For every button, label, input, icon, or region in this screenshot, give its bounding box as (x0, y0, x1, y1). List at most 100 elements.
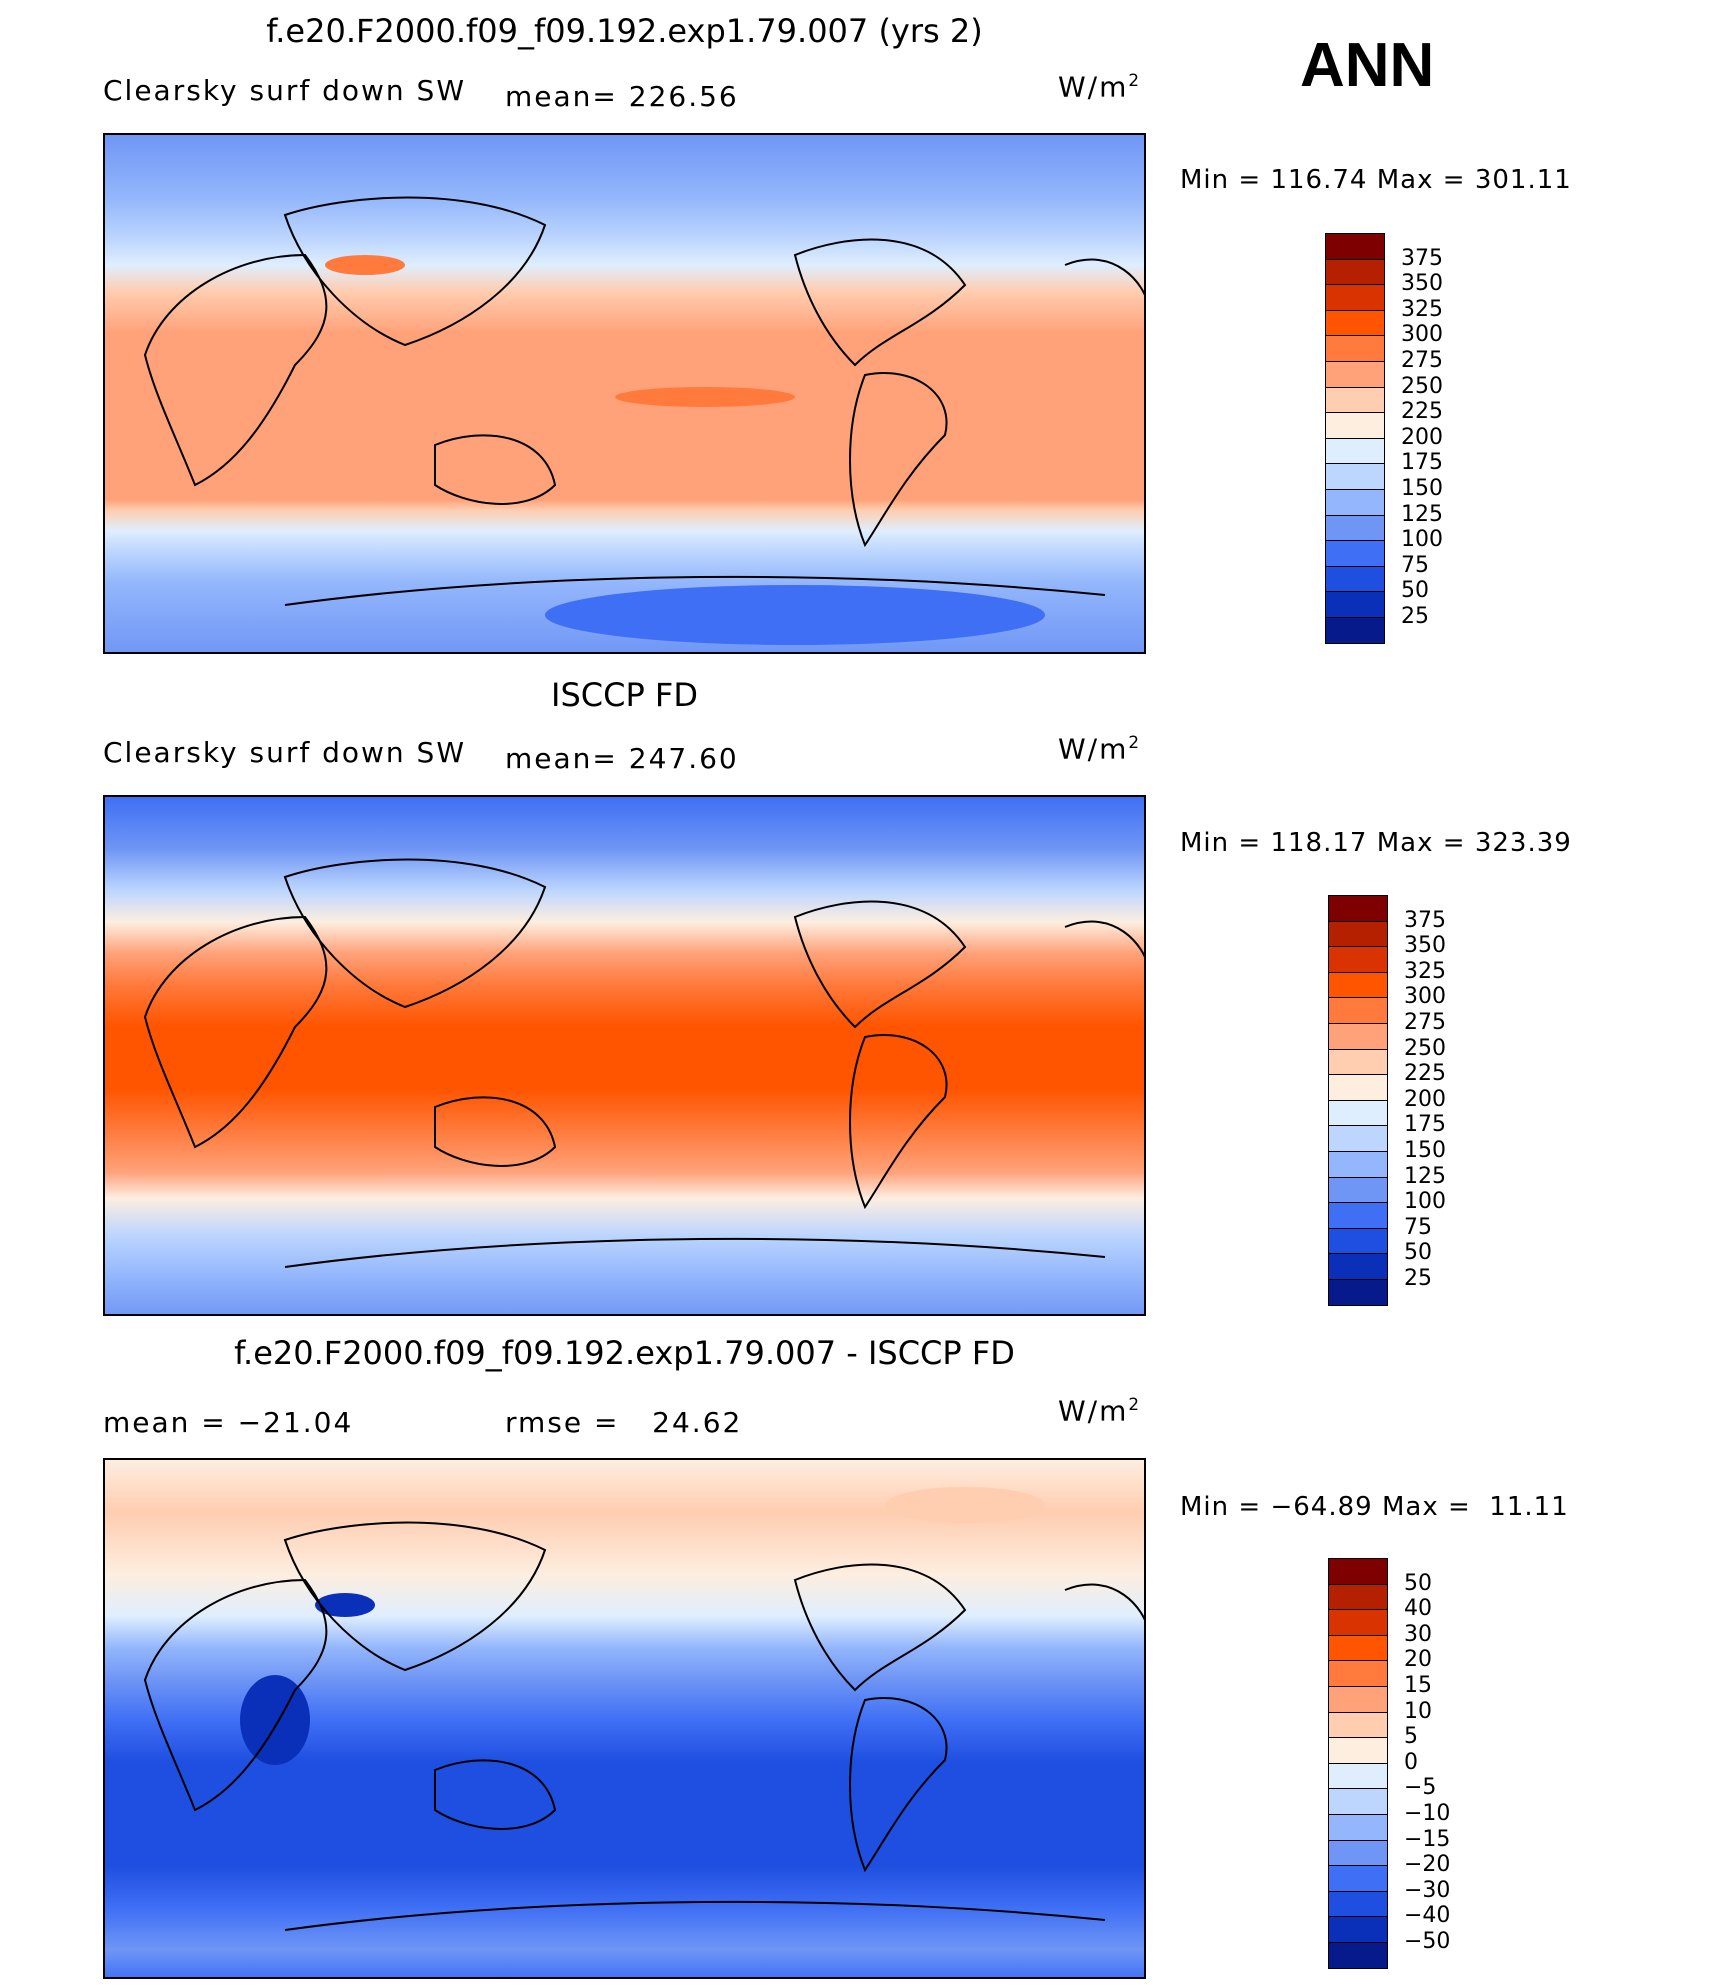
colorbar-swatch (1328, 920, 1388, 948)
colorbar-swatch (1325, 335, 1385, 362)
colorbar-swatch (1328, 1125, 1388, 1152)
colorbar-level-label: 275 (1404, 1010, 1446, 1035)
colorbar-level-label: 150 (1401, 476, 1443, 501)
colorbar-level-label: 50 (1404, 1570, 1432, 1596)
colorbar-level-label: 10 (1404, 1698, 1432, 1724)
colorbar-level-label: 125 (1404, 1163, 1446, 1189)
colorbar-swatch (1328, 895, 1388, 922)
colorbar-swatch (1325, 617, 1385, 644)
colorbar-level-label: −50 (1404, 1929, 1451, 1954)
panel-1-coastlines (143, 196, 1144, 606)
colorbar-level-label: 350 (1401, 271, 1443, 297)
colorbar-swatch (1328, 1839, 1388, 1867)
colorbar-swatch (1328, 1227, 1388, 1255)
colorbar-swatch (1328, 1737, 1388, 1764)
colorbar-level-label: 5 (1404, 1724, 1418, 1750)
colorbar-level-label: 200 (1401, 424, 1443, 450)
colorbar-level-label: 100 (1404, 1189, 1446, 1215)
colorbar-level-label: −5 (1404, 1775, 1437, 1801)
colorbar-level-label: 175 (1401, 450, 1443, 476)
colorbar-swatch (1328, 1609, 1388, 1636)
colorbar-swatch (1325, 412, 1385, 439)
panel-3-coastlines (143, 1521, 1144, 1931)
panel-3-minmax: Min = −64.89 Max = 11.11 (1180, 1492, 1569, 1522)
colorbar-swatch (1328, 1660, 1388, 1687)
panel-2-field-label: Clearsky surf down SW (103, 736, 467, 769)
colorbar-level-label: 325 (1401, 296, 1443, 322)
colorbar-level-label: −30 (1404, 1877, 1451, 1903)
panel-1-map (103, 133, 1146, 654)
colorbar-level-label: −40 (1404, 1903, 1451, 1929)
colorbar-swatch (1328, 1099, 1388, 1127)
colorbar-swatch (1328, 1865, 1388, 1892)
colorbar-level-label: 20 (1404, 1647, 1432, 1673)
panel-2-minmax: Min = 118.17 Max = 323.39 (1180, 828, 1572, 858)
colorbar-level-label: −20 (1404, 1852, 1451, 1878)
colorbar-level-label: 250 (1401, 373, 1443, 399)
colorbar-swatch (1325, 489, 1385, 516)
colorbar-swatch (1328, 1023, 1388, 1050)
colorbar-swatch (1325, 540, 1385, 567)
colorbar-level-label: 225 (1404, 1061, 1446, 1087)
colorbar-level-label: 375 (1404, 907, 1446, 933)
colorbar-level-label: 15 (1404, 1673, 1432, 1698)
colorbar-level-label: 300 (1404, 984, 1446, 1010)
colorbar-level-label: 250 (1404, 1035, 1446, 1061)
colorbar-level-label: 275 (1401, 348, 1443, 373)
colorbar-swatch (1325, 514, 1385, 542)
colorbar-level-label: 40 (1404, 1596, 1432, 1622)
panel-1-field-label: Clearsky surf down SW (103, 74, 467, 107)
colorbar-swatch (1328, 1074, 1388, 1101)
colorbar-level-label: 25 (1401, 604, 1429, 629)
colorbar-swatch (1325, 309, 1385, 337)
panel-3-mean: mean = −21.04 (103, 1406, 354, 1439)
panel-2-title: ISCCP FD (551, 676, 698, 714)
panel-2-field (105, 797, 1144, 1314)
colorbar-swatch (1328, 1558, 1388, 1585)
panel-1-title: f.e20.F2000.f09_f09.192.exp1.79.007 (yrs… (266, 12, 983, 50)
colorbar-swatch (1328, 997, 1388, 1024)
colorbar-swatch (1325, 233, 1385, 260)
panel-2-units: W/m2 (1058, 732, 1142, 766)
colorbar-level-label: 75 (1404, 1214, 1432, 1240)
panel-1-units: W/m2 (1058, 70, 1142, 104)
colorbar-level-label: 30 (1404, 1621, 1432, 1647)
colorbar-swatch (1325, 258, 1385, 286)
colorbar-swatch (1328, 946, 1388, 973)
colorbar-swatch (1328, 1686, 1388, 1713)
colorbar-swatch (1325, 437, 1385, 465)
colorbar-level-label: 0 (1404, 1749, 1418, 1775)
colorbar-level-label: 375 (1401, 245, 1443, 271)
colorbar-swatch (1328, 1890, 1388, 1918)
colorbar-swatch (1325, 565, 1385, 593)
colorbar-swatch (1328, 1814, 1388, 1841)
colorbar-swatch (1328, 1788, 1388, 1815)
panel-1-minmax: Min = 116.74 Max = 301.11 (1180, 165, 1572, 195)
colorbar-level-label: −15 (1404, 1826, 1451, 1852)
panel-3-units: W/m2 (1058, 1394, 1142, 1428)
panel-3-title: f.e20.F2000.f09_f09.192.exp1.79.007 - IS… (234, 1334, 1015, 1372)
colorbar-swatch (1325, 386, 1385, 414)
colorbar-swatch (1328, 1202, 1388, 1229)
colorbar-level-label: 150 (1404, 1138, 1446, 1163)
colorbar-swatch (1328, 1151, 1388, 1178)
colorbar-swatch (1328, 971, 1388, 999)
colorbar-level-label: 325 (1404, 958, 1446, 984)
colorbar-level-label: 50 (1401, 578, 1429, 604)
colorbar-swatch (1328, 1634, 1388, 1662)
colorbar-level-label: 50 (1404, 1240, 1432, 1266)
colorbar-swatch (1328, 1711, 1388, 1739)
colorbar-level-label: 25 (1404, 1266, 1432, 1291)
colorbar-swatch (1325, 463, 1385, 490)
colorbar-swatch (1325, 591, 1385, 618)
colorbar-swatch (1328, 1916, 1388, 1943)
colorbar-swatch (1325, 284, 1385, 311)
colorbar-swatch (1328, 1253, 1388, 1280)
panel-2-coastlines (143, 858, 1144, 1268)
colorbar-level-label: 100 (1401, 527, 1443, 553)
panel-2-mean: mean= 247.60 (505, 742, 739, 775)
colorbar-swatch (1325, 361, 1385, 388)
colorbar-level-label: 75 (1401, 552, 1429, 578)
panel-1-mean: mean= 226.56 (505, 80, 739, 113)
colorbar-swatch (1328, 1279, 1388, 1306)
